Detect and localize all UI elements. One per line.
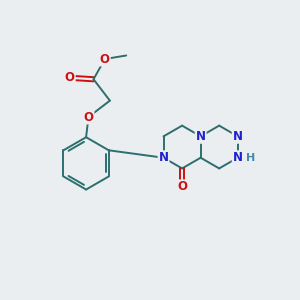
Text: O: O [65,71,75,84]
Text: O: O [100,52,110,66]
Text: N: N [233,130,243,143]
Text: O: O [83,110,94,124]
Text: O: O [177,180,187,194]
Text: N: N [159,151,169,164]
Text: N: N [196,130,206,143]
Text: N: N [233,151,243,164]
Text: H: H [246,153,255,163]
